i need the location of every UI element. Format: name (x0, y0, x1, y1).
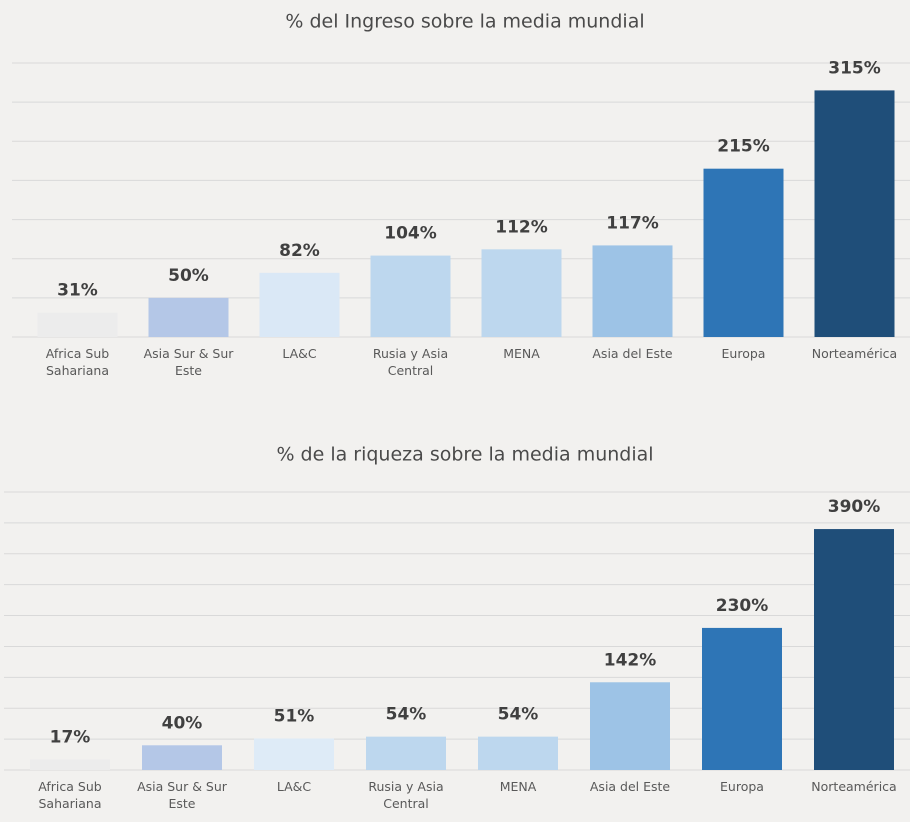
bar (259, 272, 340, 337)
bar (481, 249, 562, 337)
bar (142, 745, 222, 770)
x-tick-label: Norteamérica (811, 346, 898, 361)
value-label: 142% (604, 650, 657, 670)
bar (814, 529, 894, 770)
bar (478, 736, 558, 770)
value-label: 54% (386, 705, 427, 725)
bar (590, 682, 670, 770)
value-label: 315% (828, 58, 881, 78)
bar (703, 168, 784, 337)
x-tick-label: MENA (499, 779, 537, 794)
x-tick-label: Europa (721, 346, 766, 361)
bar (148, 297, 229, 337)
value-label: 82% (279, 241, 320, 261)
x-tick-label: Asia del Este (589, 779, 671, 794)
value-label: 31% (57, 281, 98, 301)
x-tick-label: LA&C (282, 346, 317, 361)
x-tick-label: Africa Sub Sahariana (45, 346, 110, 378)
bar (814, 90, 895, 338)
bar (30, 759, 110, 770)
x-tick-label: Rusia y Asia Central (368, 779, 444, 811)
value-label: 112% (495, 217, 548, 237)
x-tick-label: Asia Sur & Sur Este (137, 779, 227, 811)
value-label: 215% (717, 137, 770, 157)
value-label: 40% (162, 713, 203, 733)
value-label: 17% (50, 727, 91, 747)
bar (702, 627, 782, 770)
value-label: 51% (274, 706, 315, 726)
bar (370, 255, 451, 337)
bar (366, 736, 446, 770)
x-tick-label: MENA (503, 346, 540, 361)
value-label: 117% (606, 213, 659, 233)
x-tick-label: LA&C (276, 779, 312, 794)
value-label: 230% (716, 596, 769, 616)
value-label: 104% (384, 224, 437, 244)
value-label: 390% (828, 497, 881, 517)
x-tick-label: Africa Sub Sahariana (38, 779, 102, 811)
chart-title: % de la riqueza sobre la media mundial (276, 444, 653, 466)
bar (37, 312, 118, 337)
bar (592, 245, 673, 337)
x-tick-label: Asia Sur & Sur Este (143, 346, 234, 378)
x-tick-label: Asia del Este (592, 346, 673, 361)
chart-title: % del Ingreso sobre la media mundial (285, 11, 644, 33)
value-label: 50% (168, 266, 209, 286)
x-tick-label: Rusia y Asia Central (372, 346, 449, 378)
x-tick-label: Europa (720, 779, 764, 794)
value-label: 54% (498, 705, 539, 725)
bar (254, 738, 334, 770)
x-tick-label: Norteamérica (811, 779, 897, 794)
